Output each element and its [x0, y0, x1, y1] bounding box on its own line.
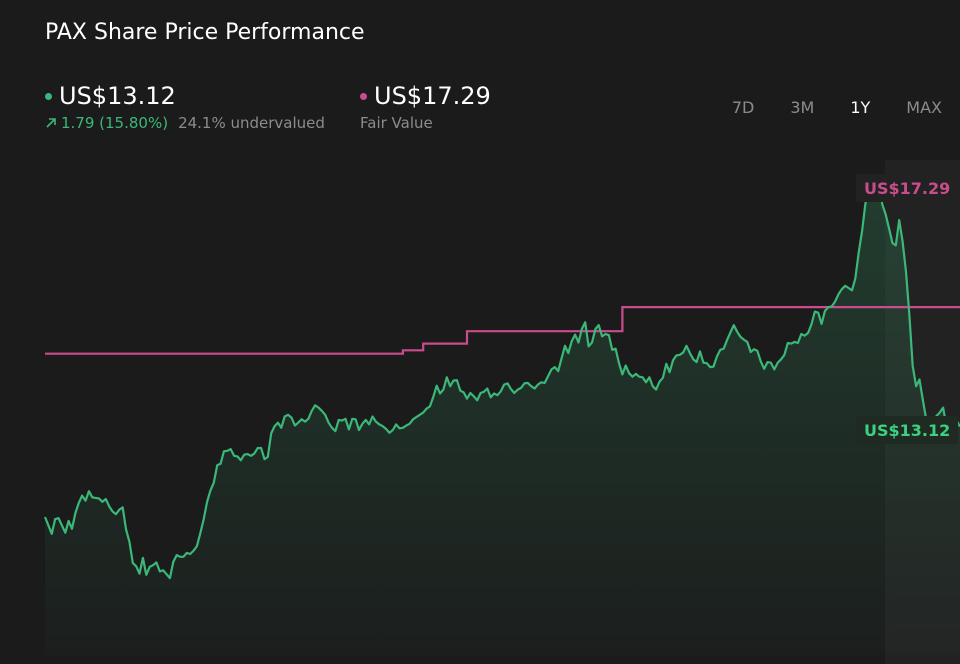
fair-value-tag: US$17.29: [856, 174, 959, 202]
fair-value-price: US$17.29: [374, 82, 491, 110]
chart-title: PAX Share Price Performance: [45, 20, 365, 45]
price-change: 1.79 (15.80%): [61, 114, 169, 132]
current-price-tag: US$13.12: [856, 416, 959, 444]
valuation-text: 24.1% undervalued: [178, 114, 325, 132]
current-price: US$13.12: [59, 82, 176, 110]
range-7d-button[interactable]: 7D: [731, 98, 755, 117]
range-3m-button[interactable]: 3M: [790, 98, 815, 117]
range-1y-button[interactable]: 1Y: [850, 98, 871, 117]
price-line: [43, 176, 960, 580]
fair-value-line: [45, 306, 960, 355]
current-price-block: US$13.12 1.79 (15.80%) 24.1% undervalued: [45, 82, 325, 132]
fair-value-block: US$17.29 Fair Value: [360, 82, 491, 132]
price-legend-dot: [45, 92, 52, 100]
range-selector: 7D 3M 1Y MAX: [732, 98, 942, 117]
fair-value-label: Fair Value: [360, 114, 433, 132]
price-area-fill: [45, 177, 960, 655]
fair-value-legend-dot: [360, 92, 367, 100]
range-max-button[interactable]: MAX: [906, 98, 942, 117]
arrow-up-right-icon: [46, 118, 56, 128]
